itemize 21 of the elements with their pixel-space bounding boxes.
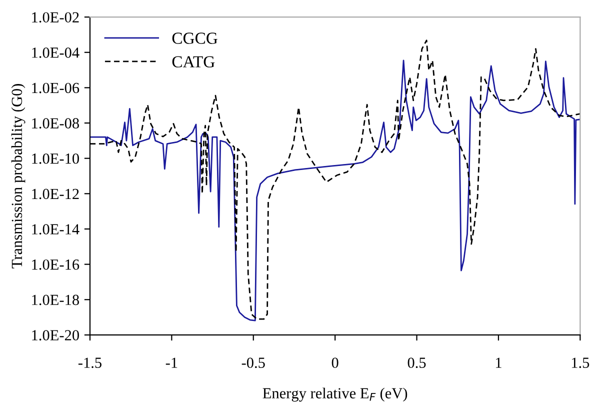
x-tick-label: 1 bbox=[496, 358, 502, 368]
x-axis-title: Energy relative E$_{F}$ (eV) bbox=[262, 388, 408, 402]
y-tick-label: 1.0E-10 bbox=[32, 153, 79, 164]
x-tick-label: -1 bbox=[166, 358, 178, 368]
y-tick-label: 1.0E-06 bbox=[32, 82, 80, 94]
y-tick-label: 1.0E-12 bbox=[32, 188, 79, 200]
y-tick-label: 1.0E-04 bbox=[32, 48, 80, 58]
x-tick-label: 0 bbox=[332, 358, 338, 368]
y-tick-label: 1.0E-08 bbox=[32, 118, 79, 129]
legend-label: CGCG bbox=[172, 32, 218, 44]
y-tick-label: 1.0E-18 bbox=[32, 294, 79, 306]
x-tick-label: 0.5 bbox=[408, 358, 426, 368]
y-axis-title: Transmission probability (G0) bbox=[11, 84, 26, 268]
y-tick-label: 1.0E-14 bbox=[32, 224, 80, 234]
y-tick-label: 1.0E-16 bbox=[32, 259, 80, 270]
x-tick-label: -1.5 bbox=[78, 358, 102, 368]
y-tick-label: 1.0E-20 bbox=[32, 330, 79, 340]
legend-label: CATG bbox=[172, 56, 215, 68]
y-tick-label: 1.0E-02 bbox=[32, 12, 79, 23]
x-tick-label: -0.5 bbox=[242, 358, 265, 368]
x-tick-label: 1.5 bbox=[572, 358, 590, 368]
